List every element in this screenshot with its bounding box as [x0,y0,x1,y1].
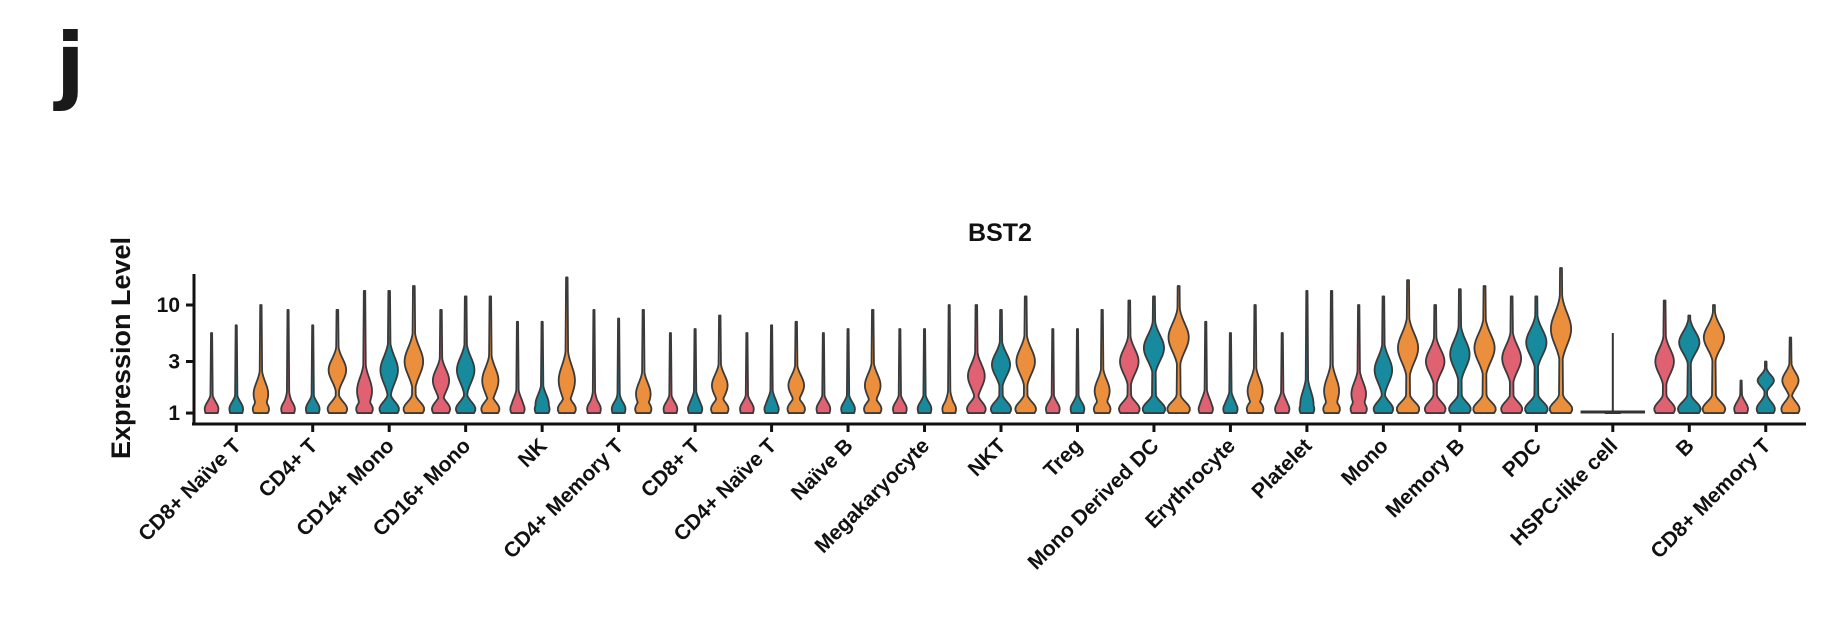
x-tick-label: CD8+ T [637,434,705,502]
violin-3 [326,309,349,414]
violin-2 [378,290,400,414]
x-tick-label: B [1672,434,1699,461]
panel-letter: j [56,15,85,113]
x-tick-label: Platelet [1247,434,1316,503]
violin-1 [431,309,451,414]
violin-3 [941,304,957,414]
violin-3 [1548,267,1574,414]
x-tick-label: PDC [1498,434,1546,482]
x-tick-label: NKT [964,434,1011,481]
violin-3 [710,314,730,414]
violin-3 [863,309,883,414]
violin-1 [1274,332,1291,414]
violin-3 [402,285,425,414]
violin-3 [634,309,653,414]
violin-1 [586,309,602,414]
violin-3 [1396,279,1421,414]
violin-3 [1092,309,1112,414]
x-tick-label: CD4+ T [254,434,322,502]
chart-title: BST2 [968,219,1032,247]
violin-3 [1472,285,1497,414]
violin-1 [1349,304,1368,414]
x-tick-label: CD8+ Memory T [1646,434,1775,563]
violin-1 [815,332,832,414]
violin-2 [1222,332,1239,414]
violin-1 [1733,379,1749,414]
violin-1 [892,328,908,414]
x-tick-label: Mono Derived DC [1023,434,1163,574]
violin-2 [228,324,245,414]
violin-2 [840,328,856,414]
y-tick-label: 1 [168,402,180,425]
violin-3 [1701,304,1727,414]
x-tick-label: CD8+ Naïve T [134,434,246,546]
violin-1 [509,320,526,414]
violins [203,267,1801,415]
violin-1 [1197,320,1214,414]
violin-1 [1653,299,1676,414]
y-tick-label: 10 [157,294,180,317]
violin-1 [1045,328,1061,414]
violin-2 [533,320,551,414]
violin-2 [1524,295,1549,414]
violin-2 [763,324,780,414]
violin-2 [610,317,627,414]
violin-3 [1245,304,1265,414]
violin-3 [1014,295,1037,414]
violin-3 [1166,285,1191,414]
violin-1 [966,304,987,414]
violin-2 [455,295,477,414]
violin-2 [1069,328,1086,414]
x-tick-label: Treg [1039,434,1087,482]
violin-2 [1141,295,1167,414]
violin-3 [480,295,501,414]
violin-2 [989,309,1013,414]
violin-1 [1118,299,1141,414]
violin-3 [1322,290,1341,414]
x-tick-label: NK [514,434,552,472]
violin-2 [1677,314,1702,414]
x-tick-label: Memory B [1381,434,1469,522]
violin-2 [1448,288,1472,414]
x-tick-label: Mono [1337,434,1393,490]
violin-2 [1755,360,1776,414]
violin-2 [1298,290,1316,414]
violin-3 [556,276,577,414]
violin-3 [786,320,806,414]
violin-2 [916,328,933,414]
violin-2 [687,328,704,414]
y-axis-label: Expression Level [106,237,136,459]
violin-1 [1423,304,1447,414]
violin-2 [1372,295,1395,414]
violin-1 [203,332,220,414]
violin-1 [739,332,755,414]
violin-1 [662,332,679,414]
x-tick-label: Naïve B [787,434,858,505]
violin-1 [280,309,296,414]
y-tick-label: 3 [168,351,180,374]
violin-3 [1780,336,1801,414]
violin-1 [1500,295,1524,414]
violin-1 [355,290,374,414]
violin-3 [251,304,270,414]
violin-2 [304,324,321,414]
y-ticks: 1 3 10 [157,294,194,425]
